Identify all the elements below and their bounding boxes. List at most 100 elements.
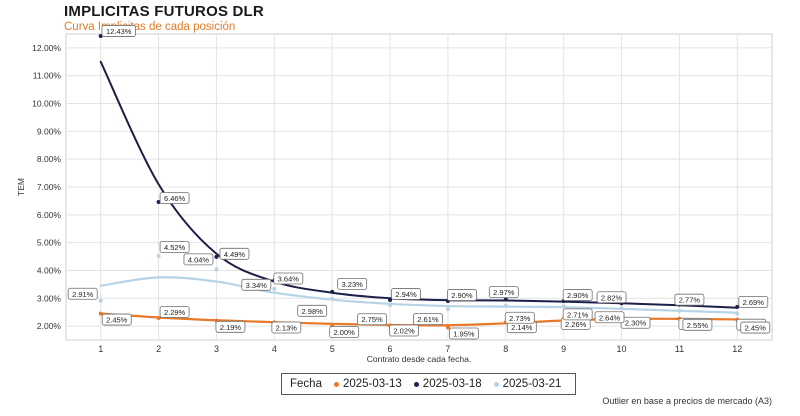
data-point-2025-03-18 [503,297,508,302]
data-point-2025-03-21 [561,304,566,309]
x-tick-label: 4 [272,344,277,354]
footnote: Outlier en base a precios de mercado (A3… [602,396,772,406]
data-label: 12.43% [101,25,136,37]
data-label: 2.30% [620,316,651,329]
data-label: 1.95% [449,327,479,340]
x-tick-label: 10 [617,344,627,354]
x-tick-label: 3 [214,344,219,354]
data-label-box [449,327,479,340]
data-label-text: 2.19% [220,323,242,332]
data-label-box [740,321,771,334]
data-labels: 2.45% 2.29% 2.19% 2.13% 2.00% 2.02% 1.95% 2.14%… [67,25,771,340]
x-tick-label: 6 [388,344,393,354]
data-point-2025-03-18 [330,289,335,294]
data-label-text: 2.45% [745,324,767,333]
chart-title: IMPLICITAS FUTUROS DLR [64,3,264,20]
y-tick-label: 9.00% [37,126,62,136]
data-label: 3.64% [273,272,304,285]
data-point-2025-03-21 [214,267,219,272]
y-tick-label: 7.00% [37,182,62,192]
data-label-box [562,308,593,321]
data-point-2025-03-18 [388,297,393,302]
data-label-text: 2.00% [334,328,356,337]
data-label-box [738,295,769,308]
data-point-2025-03-21 [677,308,682,313]
data-label: 2.75% [357,313,387,326]
x-axis-title: Contrato desde cada fecha. [367,354,471,364]
data-label-text: 2.97% [493,288,515,297]
data-label-box [562,289,593,301]
data-label: 2.98% [297,304,328,317]
data-label-box [273,272,304,285]
data-label: 2.94% [391,288,421,300]
y-tick-label: 10.00% [32,99,61,109]
data-label-box [447,289,477,301]
data-point-2025-03-18 [156,200,161,205]
data-label: 2.02% [389,324,419,337]
series-line-2025-03-21 [99,276,739,314]
data-label-text: 2.61% [417,315,439,324]
data-point-2025-03-21 [330,296,335,301]
data-point-2025-03-21 [503,303,508,308]
data-label-box [241,278,272,291]
x-tick-label: 11 [675,344,684,354]
data-label-text: 2.77% [679,296,701,305]
y-tick-label: 6.00% [37,210,62,220]
data-point-2025-03-21 [735,311,740,316]
data-label: 6.46% [159,192,190,204]
data-label: 2.19% [215,320,246,333]
data-label-text: 2.91% [72,290,94,299]
y-tick-label: 3.00% [37,293,62,303]
data-label: 2.29% [159,306,190,318]
data-label-box [389,324,419,337]
chart-plot: 2.00% 3.00% 4.00% 5.00% 6.00% 7.00% 8.00% 9.00%… [16,25,773,364]
data-label-text: 2.29% [164,308,186,317]
data-label-box [183,253,214,266]
data-label-box [67,287,98,300]
data-label: 2.45% [740,321,771,334]
data-label: 2.61% [413,313,443,326]
data-label-text: 2.30% [625,319,647,328]
x-tick-label: 8 [503,344,508,354]
data-label-text: 2.26% [565,320,587,329]
data-point-2025-03-18 [735,304,740,309]
data-label: 2.69% [738,295,769,308]
data-label: 4.04% [183,253,214,266]
data-label: 2.97% [488,286,519,299]
data-point-2025-03-13 [445,325,450,330]
axes: 2.00% 3.00% 4.00% 5.00% 6.00% 7.00% 8.00% 9.00%… [16,43,742,364]
data-point-2025-03-21 [156,253,161,258]
legend-title: Fecha [290,378,322,390]
legend-label: 2025-03-18 [422,378,482,390]
data-label-text: 2.14% [511,323,533,332]
data-label: 2.45% [101,313,132,326]
data-label-box [413,313,443,326]
data-label: 3.23% [337,277,368,290]
data-label-box [504,311,535,324]
data-label-text: 2.73% [509,314,531,323]
data-label: 4.52% [159,241,190,253]
data-label-text: 2.71% [567,310,589,319]
data-label: 2.90% [562,289,593,301]
data-label-box [271,321,302,334]
legend: Fecha 2025-03-13 2025-03-18 2025-03-21 [281,373,577,395]
series-points [98,33,740,330]
data-label-box [159,306,190,318]
data-label-box [219,247,250,260]
data-label: 2.82% [596,291,627,304]
legend-item-2025-03-18: 2025-03-18 [413,378,482,390]
data-label-box [596,291,627,304]
data-label-text: 3.34% [246,281,268,290]
legend-label: 2025-03-13 [342,378,402,390]
legend-dot-icon [493,381,499,387]
data-point-2025-03-13 [156,316,161,321]
x-tick-label: 2 [156,344,161,354]
data-label-box [594,311,625,324]
data-label-box [159,192,190,204]
data-label-box [357,313,387,326]
y-tick-label: 5.00% [37,238,62,248]
data-point-2025-03-21 [445,307,450,312]
data-label: 4.49% [219,247,250,260]
data-label-text: 6.46% [164,194,186,203]
data-label-box [159,241,190,253]
